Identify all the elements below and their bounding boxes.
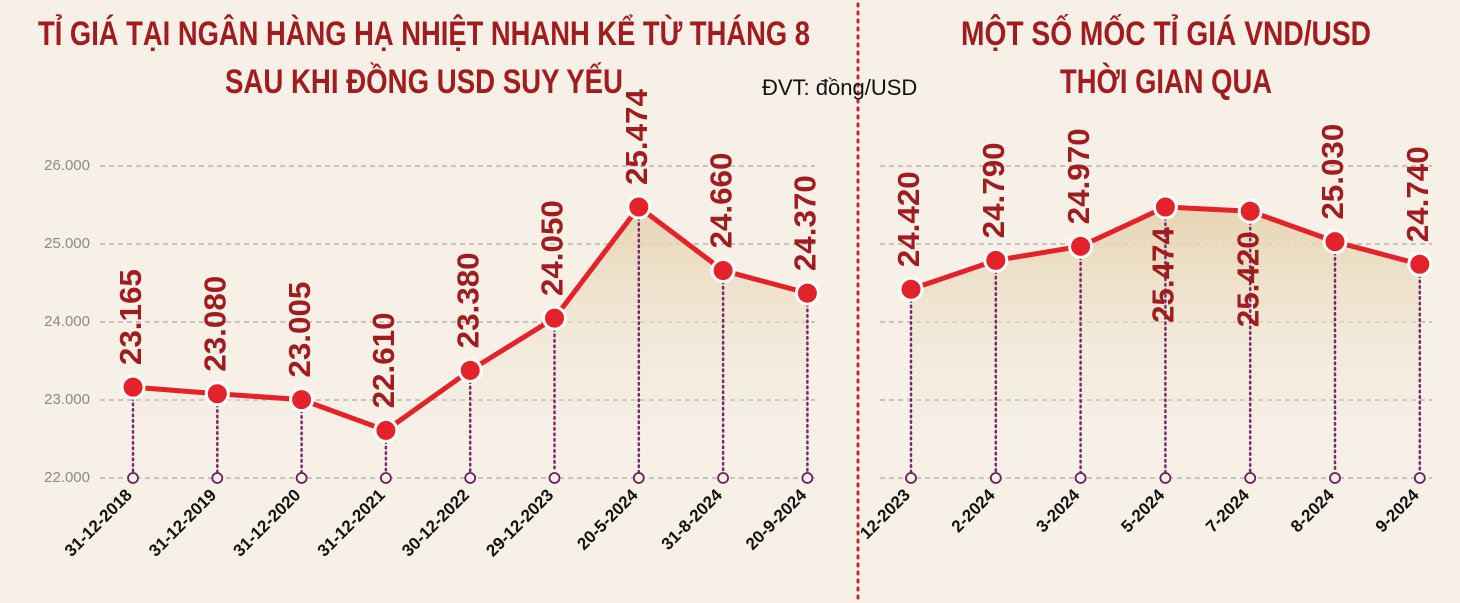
axis-dot	[905, 472, 917, 484]
value-label: 25.474	[1146, 226, 1181, 323]
x-tick-label: 2-2024	[948, 485, 999, 536]
point	[120, 374, 146, 400]
axis-dot	[379, 472, 392, 484]
point	[794, 280, 820, 306]
axis-dot	[1159, 472, 1172, 484]
x-tick-label: 31-12-2020	[229, 485, 304, 560]
x-tick-label: 31-12-2018	[61, 485, 136, 560]
value-label: 23.080	[197, 276, 232, 372]
point	[1068, 233, 1094, 259]
point	[1152, 194, 1178, 220]
chart-title: SAU KHI ĐỒNG USD SUY YẾU	[225, 63, 623, 101]
axis-dot	[211, 472, 224, 484]
point	[542, 305, 567, 331]
value-label: 24.660	[703, 153, 738, 249]
value-label: 24.370	[788, 175, 823, 271]
point	[626, 194, 652, 220]
axis-dot	[632, 472, 645, 484]
axis-dot	[989, 472, 1002, 484]
chart-title: MỘT SỐ MỐC TỈ GIÁ VND/USD	[961, 14, 1371, 53]
axis-dot	[1329, 472, 1341, 484]
y-tick-label: 26.000	[44, 157, 90, 174]
value-label: 24.050	[535, 200, 570, 296]
axis-dot	[548, 472, 561, 484]
axis-dot	[295, 472, 308, 484]
point	[204, 381, 230, 407]
x-tick-label: 30-12-2022	[398, 485, 473, 560]
value-label: 24.740	[1400, 146, 1435, 242]
y-tick-label: 23.000	[44, 391, 90, 408]
x-tick-label: 31-12-2021	[314, 485, 389, 560]
value-label: 22.610	[366, 312, 401, 408]
axis-dot	[1244, 472, 1257, 484]
point	[710, 258, 736, 284]
point	[898, 276, 924, 302]
axis-dot	[464, 472, 477, 484]
y-tick-label: 22.000	[44, 469, 90, 486]
value-label: 25.420	[1230, 231, 1265, 327]
chart-title: THỜI GIAN QUA	[1060, 63, 1272, 101]
value-label: 23.380	[450, 252, 485, 348]
x-tick-label: 20-9-2024	[742, 485, 811, 554]
unit-label: ĐVT: đồng/USD	[762, 75, 917, 100]
point	[1322, 229, 1348, 255]
point	[457, 357, 483, 383]
x-tick-label: 12-2023	[856, 485, 914, 543]
point	[1237, 198, 1263, 224]
point	[289, 387, 315, 413]
value-label: 23.005	[282, 282, 317, 378]
x-tick-label: 31-8-2024	[658, 485, 727, 554]
x-tick-label: 20-5-2024	[573, 485, 642, 554]
chart-title: TỈ GIÁ TẠI NGÂN HÀNG HẠ NHIỆT NHANH KỂ T…	[38, 15, 810, 53]
area	[911, 207, 1420, 478]
x-tick-label: 8-2024	[1287, 485, 1338, 536]
axis-dot	[1074, 472, 1087, 484]
value-label: 24.420	[891, 171, 926, 267]
x-tick-label: 9-2024	[1372, 485, 1423, 536]
value-label: 24.970	[1061, 128, 1096, 224]
value-label: 25.030	[1315, 124, 1350, 220]
axis-dot	[127, 472, 139, 484]
axis-dot	[717, 472, 729, 484]
point	[1407, 251, 1433, 277]
y-tick-label: 25.000	[44, 235, 90, 252]
x-tick-label: 7-2024	[1202, 485, 1253, 536]
point	[983, 247, 1009, 273]
x-tick-label: 3-2024	[1033, 485, 1084, 536]
axis-dot	[1413, 472, 1426, 484]
axis-dot	[801, 472, 814, 484]
point	[373, 417, 399, 443]
value-label: 23.165	[113, 269, 148, 365]
y-tick-label: 24.000	[44, 313, 90, 330]
x-tick-label: 5-2024	[1117, 485, 1168, 536]
value-label: 24.790	[976, 142, 1011, 238]
x-tick-label: 31-12-2019	[145, 485, 220, 560]
x-tick-label: 29-12-2023	[482, 485, 557, 560]
value-label: 25.474	[619, 88, 654, 185]
